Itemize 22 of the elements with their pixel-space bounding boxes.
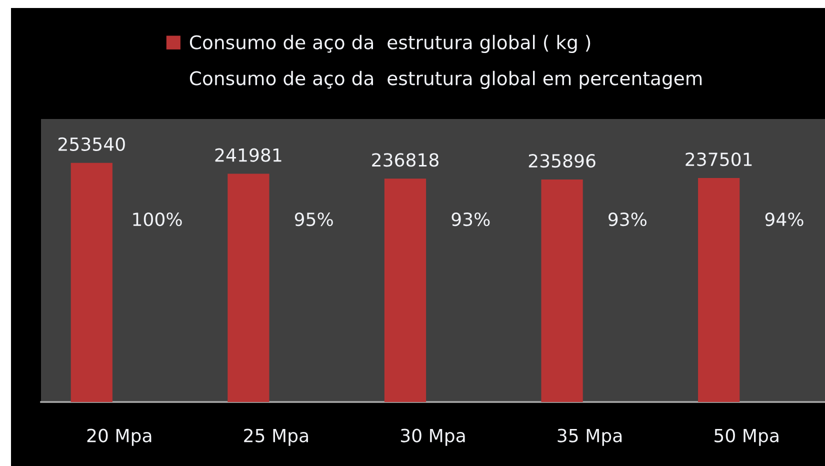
x-tick-label: 20 Mpa bbox=[87, 428, 152, 446]
data-label: 253540 bbox=[58, 137, 125, 151]
data-label: 241981 bbox=[215, 148, 282, 162]
bar bbox=[541, 179, 583, 402]
annotation: 93% bbox=[452, 212, 490, 226]
bar bbox=[384, 178, 426, 402]
bar bbox=[70, 162, 112, 402]
text: Consumo de aço da estrutura global em percentagem bbox=[190, 70, 702, 89]
x-tick-label: 30 Mpa bbox=[400, 428, 465, 446]
annotation: 95% bbox=[294, 212, 333, 226]
x-tick-label: 35 Mpa bbox=[558, 428, 622, 446]
data-label: 235896 bbox=[528, 154, 596, 168]
annotation: 100% bbox=[133, 212, 182, 226]
bar bbox=[698, 178, 740, 402]
annotation: 94% bbox=[765, 212, 804, 226]
annotation: 93% bbox=[608, 212, 646, 226]
data-label: 236818 bbox=[372, 153, 438, 167]
data-label: 237501 bbox=[686, 152, 752, 166]
x-tick-label: 25 Mpa bbox=[244, 428, 308, 446]
legend-label: Consumo de aço da estrutura global ( kg ) bbox=[190, 34, 590, 54]
x-tick-label: 50 Mpa bbox=[714, 428, 778, 446]
bar bbox=[228, 174, 270, 402]
